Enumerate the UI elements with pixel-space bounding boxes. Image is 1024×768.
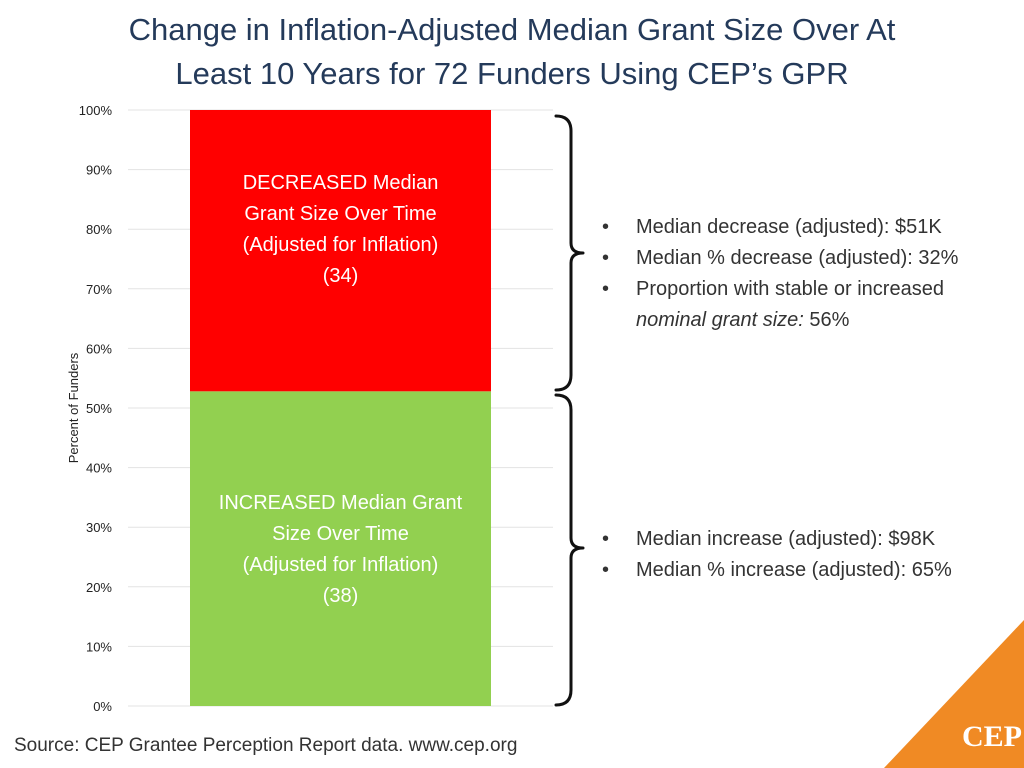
note-median-pct-increase: Median % increase (adjusted): 65% (600, 555, 1015, 586)
decreased-segment-label: (Adjusted for Inflation) (243, 234, 439, 256)
y-tick-label: 90% (86, 163, 112, 178)
brace-increased (554, 393, 585, 707)
y-axis-label: Percent of Funders (66, 352, 81, 463)
y-tick-label: 100% (79, 103, 113, 118)
chart-title: Change in Inflation-Adjusted Median Gran… (0, 8, 1024, 96)
y-axis-ticks: 0% 10% 20% 30% 40% 50% 60% 70% 80% 90% 100% (79, 103, 113, 714)
y-tick-label: 10% (86, 639, 112, 654)
note-stable-nominal: Proportion with stable or increased nomi… (600, 274, 1015, 336)
decreased-segment-label: (34) (323, 265, 359, 287)
increased-segment-label: (Adjusted for Inflation) (243, 554, 439, 576)
y-tick-label: 60% (86, 341, 112, 356)
increased-segment-label: Size Over Time (272, 523, 409, 545)
logo-text: CEP (962, 720, 1022, 753)
logo-triangle (884, 620, 1024, 768)
note-stable-text: Proportion with stable or increased (636, 278, 944, 300)
note-median-increase: Median increase (adjusted): $98K (600, 524, 1015, 555)
y-tick-label: 0% (93, 699, 112, 714)
title-line-1: Change in Inflation-Adjusted Median Gran… (128, 12, 896, 47)
braces (554, 114, 585, 707)
cep-logo (884, 620, 1024, 768)
increased-segment-label: (38) (323, 585, 359, 607)
bar-segment-increased (190, 391, 491, 706)
decreased-segment-label: Grant Size Over Time (244, 203, 436, 225)
bar-segments: INCREASED Median Grant Size Over Time (Adj… (190, 110, 491, 706)
note-nominal-value: 56% (803, 309, 850, 331)
increased-segment-label: INCREASED Median Grant (219, 492, 463, 514)
source-note: Source: CEP Grantee Perception Report da… (14, 735, 518, 756)
note-nominal-text: nominal grant size: (636, 309, 804, 331)
decreased-notes: Median decrease (adjusted): $51K Median … (600, 212, 1015, 336)
increased-notes: Median increase (adjusted): $98K Median … (600, 524, 1015, 586)
y-tick-label: 40% (86, 461, 112, 476)
note-median-pct-decrease: Median % decrease (adjusted): 32% (600, 243, 1015, 274)
note-median-decrease: Median decrease (adjusted): $51K (600, 212, 1015, 243)
y-tick-label: 20% (86, 580, 112, 595)
y-tick-label: 50% (86, 401, 112, 416)
y-tick-label: 80% (86, 222, 112, 237)
y-tick-label: 70% (86, 282, 112, 297)
title-line-2: Least 10 Years for 72 Funders Using CEP’… (175, 56, 849, 91)
decreased-segment-label: DECREASED Median (243, 172, 439, 194)
y-tick-label: 30% (86, 520, 112, 535)
brace-decreased (554, 114, 585, 392)
bar-segment-decreased (190, 110, 491, 392)
